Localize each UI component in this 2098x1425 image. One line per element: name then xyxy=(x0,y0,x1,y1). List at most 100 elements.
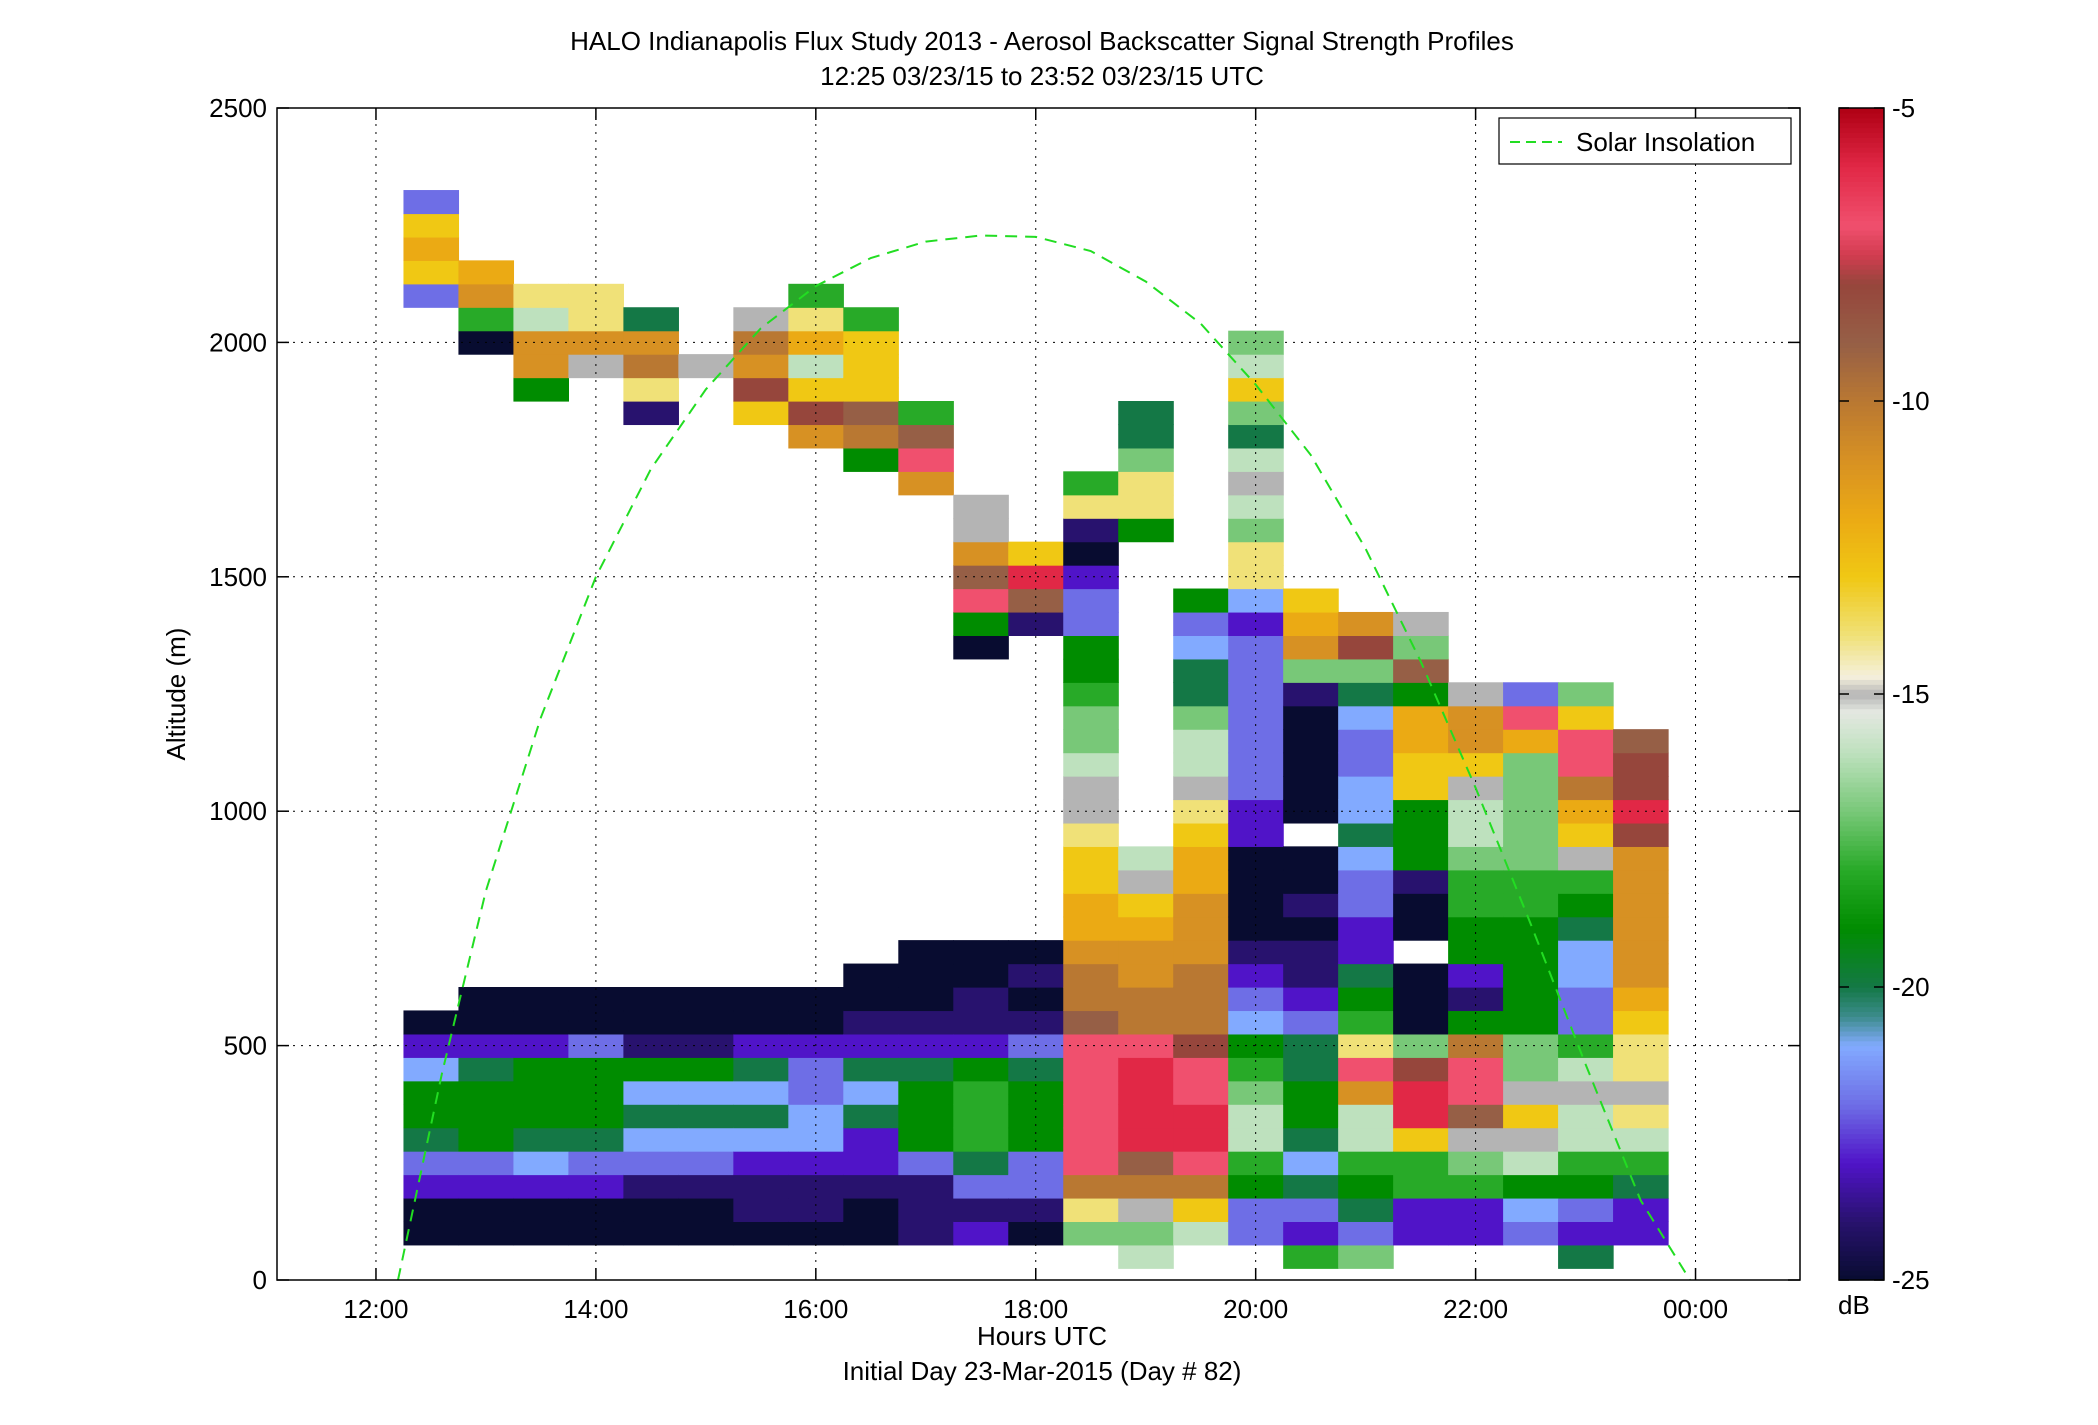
heatmap-cell xyxy=(1393,869,1449,894)
colorbar-band xyxy=(1839,498,1884,505)
heatmap-cell xyxy=(1283,588,1339,613)
colorbar-band xyxy=(1839,1231,1884,1237)
colorbar-ticks: -5 -10 -15 -20 -25 xyxy=(1839,93,1930,1295)
heatmap-cell xyxy=(1228,447,1284,472)
colorbar-band xyxy=(1839,1089,1884,1096)
heatmap-cell xyxy=(1393,776,1449,801)
colorbar-band xyxy=(1839,928,1884,934)
colorbar-band xyxy=(1839,913,1884,920)
heatmap-cell xyxy=(403,1080,460,1105)
heatmap-cell xyxy=(898,1104,954,1129)
heatmap-cell xyxy=(403,1127,460,1152)
colorbar-band xyxy=(1839,527,1884,534)
colorbar-band xyxy=(1839,1162,1884,1169)
heatmap-cell xyxy=(1503,893,1559,918)
heatmap-cell xyxy=(1063,963,1119,988)
colorbar-band xyxy=(1839,869,1884,876)
colorbar-band xyxy=(1839,108,1884,114)
colorbar-band xyxy=(1839,996,1884,1003)
heatmap-cell xyxy=(1173,869,1229,894)
heatmap-cell xyxy=(1118,494,1174,519)
colorbar-band xyxy=(1839,923,1884,929)
heatmap-cell xyxy=(843,1080,899,1105)
heatmap-cell xyxy=(953,588,1009,613)
heatmap-cell xyxy=(1228,1174,1284,1199)
heatmap-cell xyxy=(1338,846,1394,871)
heatmap-cell xyxy=(458,1080,515,1105)
colorbar-band xyxy=(1839,488,1884,495)
colorbar-band xyxy=(1839,576,1884,583)
heatmap-cell xyxy=(1338,729,1394,754)
colorbar-band xyxy=(1839,1099,1884,1105)
x-tick-label: 00:00 xyxy=(1663,1294,1728,1324)
heatmap-cell xyxy=(953,1080,1009,1105)
colorbar-band xyxy=(1839,982,1884,988)
heatmap-cell xyxy=(1393,705,1449,730)
colorbar-band xyxy=(1839,679,1884,685)
colorbar-band xyxy=(1839,762,1884,768)
heatmap-cell xyxy=(1338,963,1394,988)
heatmap-cell xyxy=(1503,1151,1559,1176)
colorbar-band xyxy=(1839,1260,1884,1266)
heatmap-cell xyxy=(623,1010,679,1035)
heatmap-cell xyxy=(1118,1080,1174,1105)
heatmap-cell xyxy=(1173,682,1229,707)
colorbar-band xyxy=(1839,151,1884,158)
colorbar-band xyxy=(1839,747,1884,754)
colorbar-band xyxy=(1839,786,1884,793)
heatmap-cell xyxy=(1118,1221,1174,1246)
colorbar-band xyxy=(1839,1060,1884,1066)
heatmap-cell xyxy=(1558,1080,1614,1105)
heatmap-cell xyxy=(953,1104,1009,1129)
colorbar-band xyxy=(1839,401,1884,407)
heatmap-cell xyxy=(1613,822,1669,847)
heatmap-cell xyxy=(1558,869,1614,894)
heatmap-cell xyxy=(1118,940,1174,965)
heatmap-cell xyxy=(1173,1057,1229,1082)
heatmap-cell xyxy=(1118,893,1174,918)
colorbar-band xyxy=(1839,352,1884,358)
heatmap-cell xyxy=(1503,682,1559,707)
heatmap-cell xyxy=(1283,752,1339,777)
colorbar-band xyxy=(1839,122,1884,129)
heatmap-cell xyxy=(1228,1197,1284,1222)
heatmap-cell xyxy=(898,1057,954,1082)
colorbar-band xyxy=(1839,625,1884,632)
colorbar-band xyxy=(1839,230,1884,236)
heatmap-cell xyxy=(1173,729,1229,754)
heatmap-cell xyxy=(1338,916,1394,941)
heatmap-cell xyxy=(1558,893,1614,918)
heatmap-cell xyxy=(513,307,569,332)
heatmap-cell xyxy=(1558,916,1614,941)
colorbar-band xyxy=(1839,684,1884,690)
heatmap-cell xyxy=(403,260,460,285)
heatmap-cell xyxy=(568,1197,624,1222)
colorbar-band xyxy=(1839,1172,1884,1179)
heatmap-cell xyxy=(898,1151,954,1176)
colorbar-band xyxy=(1839,752,1884,759)
colorbar-band xyxy=(1839,469,1884,475)
heatmap-cell xyxy=(1228,799,1284,824)
colorbar-band xyxy=(1839,737,1884,744)
heatmap-cell xyxy=(788,1010,844,1035)
colorbar-band xyxy=(1839,440,1884,446)
heatmap-cell xyxy=(788,1221,844,1246)
heatmap-cell xyxy=(1228,518,1284,543)
colorbar-band xyxy=(1839,1045,1884,1052)
heatmap-cell xyxy=(1558,1244,1614,1269)
colorbar-band xyxy=(1839,816,1884,822)
colorbar-band xyxy=(1839,1113,1884,1120)
colorbar-band xyxy=(1839,371,1884,378)
heatmap-cell xyxy=(788,1197,844,1222)
colorbar-band xyxy=(1839,601,1884,607)
heatmap-cell xyxy=(1558,963,1614,988)
colorbar-band xyxy=(1839,381,1884,387)
colorbar-band xyxy=(1839,708,1884,715)
heatmap-cell xyxy=(1448,799,1504,824)
heatmap-cell xyxy=(1008,1197,1064,1222)
heatmap-cell xyxy=(733,307,789,332)
colorbar-band xyxy=(1839,161,1884,168)
heatmap-cell xyxy=(1173,987,1229,1012)
colorbar-band xyxy=(1839,283,1884,290)
heatmap-cell xyxy=(953,987,1009,1012)
